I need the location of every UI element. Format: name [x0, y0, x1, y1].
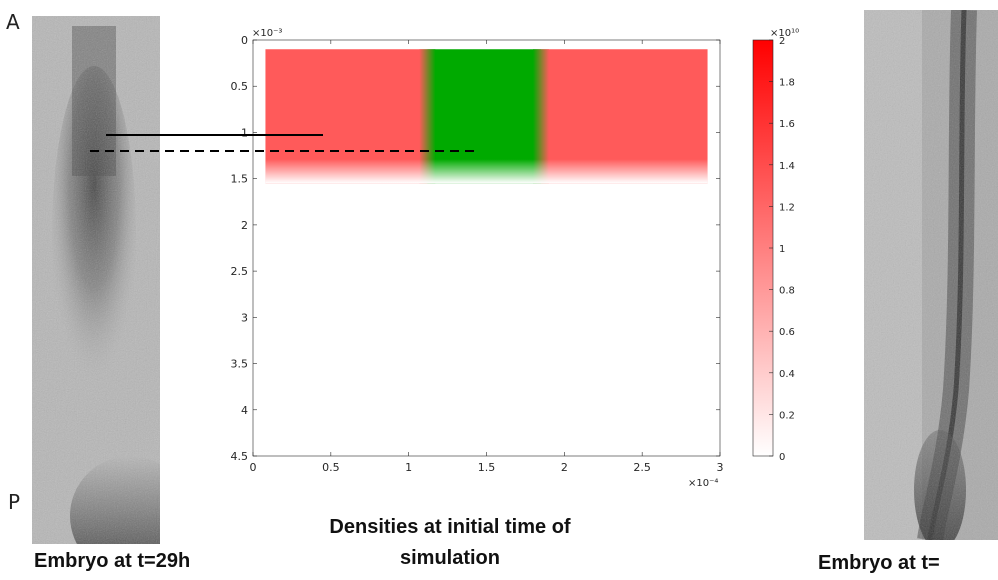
x-multiplier: ×10⁻⁴	[688, 478, 718, 489]
colorbar-tick-label: 0.4	[779, 369, 795, 380]
y-tick-label: 3.5	[231, 358, 249, 371]
colorbar-tick-label: 0	[779, 452, 785, 463]
y-tick-label: 2	[241, 219, 248, 232]
y-multiplier: ×10⁻³	[252, 28, 282, 39]
y-tick-label: 3	[241, 311, 248, 324]
caption-densities: Densities at initial time of simulation	[329, 516, 571, 569]
y-tick-label: 0.5	[231, 80, 249, 93]
y-tick-label: 1.5	[231, 173, 249, 186]
embryo-image-later	[864, 10, 998, 540]
y-tick-label: 4	[241, 404, 248, 417]
x-tick-label: 1	[405, 461, 412, 474]
colorbar-tick-label: 0.6	[779, 327, 795, 338]
x-tick-label: 2	[561, 461, 568, 474]
y-tick-label: 1	[241, 126, 248, 139]
colorbar-tick-label: 1.8	[779, 78, 795, 89]
x-tick-label: 2.5	[633, 461, 651, 474]
x-tick-label: 3	[717, 461, 724, 474]
y-tick-label: 2.5	[231, 265, 249, 278]
embryo-image-29h	[32, 16, 160, 544]
colorbar-tick-label: 2	[779, 36, 785, 47]
colorbar-tick-label: 0.8	[779, 286, 795, 297]
colorbar-tick-label: 1.4	[779, 161, 795, 172]
colorbar-tick-label: 1.6	[779, 119, 795, 130]
caption-embryo-29h: Embryo at t=29h	[34, 550, 191, 572]
y-tick-label: 4.5	[231, 450, 249, 463]
colorbar-multiplier: ×10¹⁰	[770, 28, 799, 39]
colorbar-tick-label: 1.2	[779, 202, 795, 213]
anterior-label: A	[6, 10, 20, 34]
caption-embryo-later: Embryo at t=	[818, 552, 940, 574]
y-tick-label: 0	[241, 34, 248, 47]
x-tick-label: 0	[250, 461, 257, 474]
posterior-label: P	[8, 490, 21, 514]
x-tick-label: 1.5	[478, 461, 496, 474]
x-tick-label: 0.5	[322, 461, 340, 474]
colorbar-tick-label: 0.2	[779, 410, 795, 421]
region-fade	[265, 49, 708, 184]
colorbar-tick-label: 1	[779, 244, 785, 255]
